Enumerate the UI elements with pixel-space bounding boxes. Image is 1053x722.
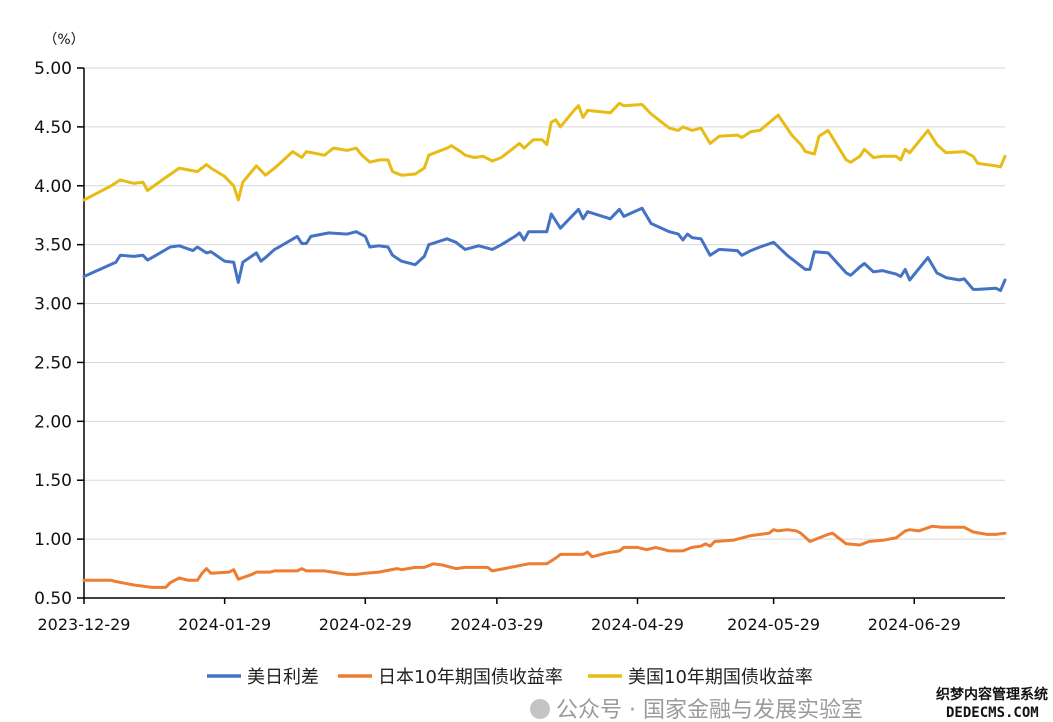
x-tick-labels: 2023-12-29 2024-01-29 2024-02-29 2024-03-29… [38, 615, 961, 634]
y-tick-labels: 0.50 1.00 1.50 2.00 2.50 3.00 3.50 4.00 4.50 5.00 [34, 59, 72, 609]
series-line-3 [82, 101, 1007, 202]
legend-label-2: 日本10年期国债收益率 [378, 667, 563, 688]
legend-label-3: 美国10年期国债收益率 [628, 667, 813, 688]
series-line-2 [82, 524, 1007, 589]
y-tick-label: 1.50 [34, 471, 72, 491]
x-tick-label: 2023-12-29 [38, 615, 131, 634]
y-axis-unit-label: （%） [43, 32, 84, 48]
y-tick-label: 2.50 [34, 353, 72, 373]
wechat-icon [530, 699, 550, 719]
series-lines [82, 101, 1007, 589]
y-tick-label: 2.00 [34, 412, 72, 432]
gridlines [84, 67, 1005, 540]
x-tick-label: 2024-04-29 [591, 615, 684, 634]
y-tick-label: 4.00 [34, 177, 72, 197]
x-tick-label: 2024-06-29 [868, 615, 961, 634]
y-tick-label: 4.50 [34, 118, 72, 138]
x-tick-label: 2024-03-29 [450, 615, 543, 634]
cms-watermark-line2: DEDECMS.COM [946, 705, 1039, 721]
legend-label-1: 美日利差 [247, 667, 319, 688]
x-tick-label: 2024-02-29 [319, 615, 412, 634]
cms-watermark-line1: 织梦内容管理系统 [936, 686, 1048, 703]
y-tick-label: 0.50 [34, 589, 72, 609]
y-tick-label: 3.00 [34, 295, 72, 315]
axes [77, 67, 1005, 604]
y-tick-label: 1.00 [34, 530, 72, 550]
y-tick-label: 5.00 [34, 59, 72, 79]
y-tick-label: 3.50 [34, 236, 72, 256]
x-tick-label: 2024-01-29 [178, 615, 271, 634]
x-tick-label: 2024-05-29 [727, 615, 820, 634]
series-line-1 [82, 206, 1007, 293]
watermark-text: 公众号 · 国家金融与发展实验室 [556, 698, 863, 722]
watermark: 公众号 · 国家金融与发展实验室 织梦内容管理系统 DEDECMS.COM [530, 686, 1048, 722]
legend: 美日利差 日本10年期国债收益率 美国10年期国债收益率 [207, 667, 813, 688]
